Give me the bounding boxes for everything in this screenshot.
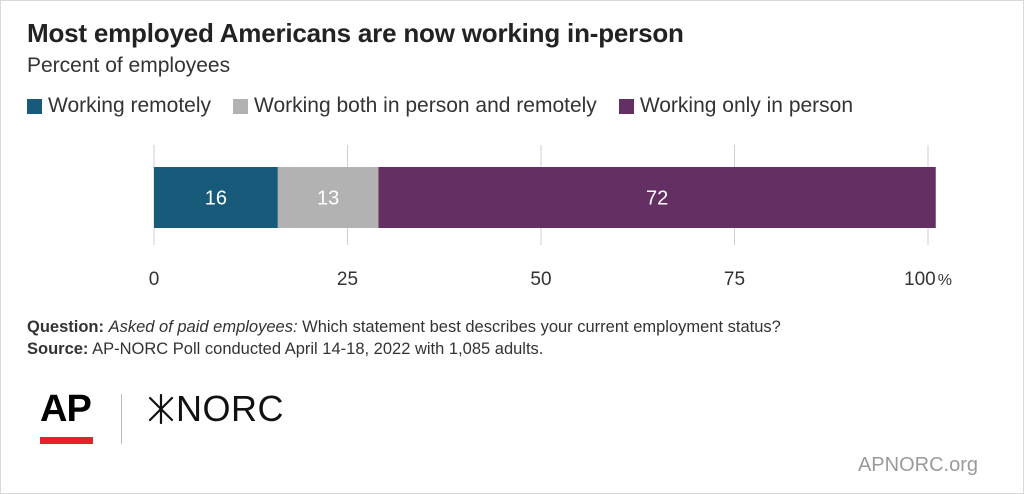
tick-label-75: 75 [724,269,745,290]
legend-item-remote: Working remotely [27,94,211,118]
legend-swatch-hybrid [233,98,248,114]
bar-segment-2 [378,167,936,228]
logo-divider [121,394,122,444]
question-italic: Asked of paid employees: [108,318,298,336]
norc-logo: NORC [146,388,284,430]
site-url: APNORC.org [857,454,978,476]
legend-label-in-person: Working only in person [639,94,854,117]
bar-segment-0 [154,167,278,228]
ap-logo: AP [40,388,92,430]
chart-notes: Question: Asked of paid employees: Which… [27,316,781,360]
source-note: Source: AP-NORC Poll conducted April 14-… [27,338,781,360]
bar-label-2: 72 [646,188,668,210]
question-text: Which statement best describes your curr… [302,318,781,336]
bar-label-1: 13 [317,188,339,210]
question-label: Question: [27,318,104,336]
tick-label-100: 100% [904,269,952,290]
tick-label-50: 50 [530,269,551,290]
source-label: Source: [27,340,89,358]
legend-label-remote: Working remotely [48,94,211,117]
legend-item-in-person: Working only in person [618,94,854,118]
chart-subtitle: Percent of employees [27,54,231,77]
legend: Working remotely Working both in person … [27,94,875,118]
ap-logo-underline [40,437,93,444]
norc-logo-text: NORC [176,388,284,429]
bar-label-0: 16 [205,188,227,210]
asterisk-star-icon [148,394,174,424]
legend-swatch-remote [27,98,42,114]
source-text: AP-NORC Poll conducted April 14-18, 2022… [92,340,544,358]
tick-label-0: 0 [149,269,160,290]
stacked-bar-chart: 16 13 72 0 25 50 75 100% [149,145,952,290]
legend-swatch-in-person [618,98,634,114]
legend-item-hybrid: Working both in person and remotely [233,94,597,118]
question-note: Question: Asked of paid employees: Which… [27,316,781,338]
legend-label-hybrid: Working both in person and remotely [254,94,597,117]
chart-title: Most employed Americans are now working … [27,18,684,48]
bar-segment-1 [277,167,379,228]
tick-label-25: 25 [337,269,358,290]
